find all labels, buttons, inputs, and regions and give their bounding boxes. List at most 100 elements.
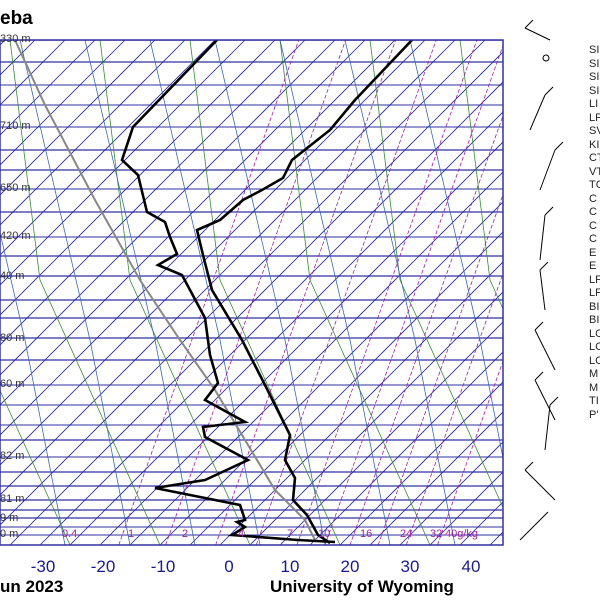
wind-barb-shaft xyxy=(529,94,546,131)
height-label: 420 m xyxy=(0,230,31,242)
index-label: CT xyxy=(589,152,600,164)
wind-barb-flag xyxy=(524,461,534,471)
isotherm-line xyxy=(0,40,366,406)
isotherm-line xyxy=(0,40,486,526)
index-label: M xyxy=(589,368,599,380)
mixing-ratio-line xyxy=(377,193,503,545)
mixing-ratio-line xyxy=(296,40,478,545)
isotherm-line xyxy=(0,40,126,166)
temperature-line xyxy=(195,40,413,545)
mixing-ratio-line xyxy=(405,272,503,545)
isotherm-line xyxy=(0,40,186,226)
index-label: LC xyxy=(589,354,600,367)
wind-barb-flag xyxy=(534,321,544,331)
moist-adiabat-line xyxy=(409,40,503,460)
index-label: C xyxy=(589,219,597,232)
wind-barb-flag xyxy=(549,396,559,406)
dry-adiabat-line xyxy=(279,40,431,545)
index-label: LI xyxy=(589,98,599,110)
mixing-ratio-label: 2 xyxy=(182,528,189,540)
index-label: TC xyxy=(589,179,600,191)
isotherm-line xyxy=(0,40,276,316)
moist-adiabat-line xyxy=(344,40,456,545)
index-label: SV xyxy=(589,125,600,137)
dry-adiabat-line xyxy=(459,40,503,310)
mixing-ratio-label: 4 xyxy=(238,528,245,540)
dry-adiabat-line xyxy=(9,40,161,545)
isotherm-line xyxy=(0,40,96,136)
dry-adiabat-line xyxy=(189,40,341,545)
isotherm-line xyxy=(0,40,456,496)
x-tick-label: -10 xyxy=(150,557,176,576)
isotherm-line xyxy=(279,321,503,545)
mixing-ratio-label: 1 xyxy=(128,528,135,540)
wind-barb-shaft xyxy=(544,404,551,451)
index-label: LF xyxy=(589,287,600,299)
index-label: LC xyxy=(589,327,600,340)
mixing-ratio-line xyxy=(349,114,503,545)
height-label: 80 m xyxy=(0,332,25,344)
wind-barb-shaft xyxy=(534,379,556,421)
index-label: BI xyxy=(589,300,600,313)
index-label: LF xyxy=(589,111,600,124)
index-label: E xyxy=(589,246,597,259)
source-label: University of Wyoming xyxy=(270,577,454,596)
index-label: BI xyxy=(589,314,600,326)
calm-wind-icon xyxy=(542,54,550,62)
height-label: 9 m xyxy=(0,512,19,524)
x-tick-label: -30 xyxy=(30,557,56,576)
wind-barb-flag xyxy=(524,19,534,29)
moist-adiabat-line xyxy=(0,231,66,545)
isotherm-line xyxy=(0,40,36,76)
isotherm-line xyxy=(189,231,503,545)
wind-barb-shaft xyxy=(534,329,556,371)
height-label: 40 m xyxy=(0,270,25,282)
moist-adiabat-line xyxy=(19,40,131,545)
isotherm-line xyxy=(489,531,503,545)
wind-barb-flag xyxy=(534,371,544,381)
isotherm-line xyxy=(99,141,503,545)
x-tick-label: 20 xyxy=(340,557,360,576)
mixing-ratio-label: 24 xyxy=(400,528,413,540)
index-label: TI xyxy=(589,395,599,407)
station-title: eba xyxy=(0,8,33,29)
dry-adiabat-line xyxy=(99,40,251,545)
index-label: SI xyxy=(589,44,600,56)
isotherm-line xyxy=(0,40,156,196)
isotherm-line xyxy=(0,40,396,436)
moist-adiabat-line xyxy=(214,40,326,545)
mixing-ratio-line xyxy=(165,40,347,545)
isotherm-line xyxy=(0,40,426,466)
wind-barb-shaft xyxy=(524,469,556,501)
x-tick-label: 10 xyxy=(280,557,300,576)
mixing-ratio-label: 40g/kg xyxy=(445,528,479,540)
mixing-ratio-line xyxy=(118,40,300,545)
height-label: 82 m xyxy=(0,450,25,462)
wind-barb-flag xyxy=(554,141,564,151)
x-tick-label: 40 xyxy=(461,557,481,576)
isotherm-line xyxy=(399,441,503,545)
wind-barb-flag xyxy=(544,86,554,96)
isotherm-line xyxy=(129,171,503,545)
height-label: 0 m xyxy=(0,528,19,540)
isotherm-line xyxy=(249,291,503,545)
isotherm-line xyxy=(0,40,216,256)
moist-adiabat-line xyxy=(149,40,261,545)
isotherm-line xyxy=(39,81,503,545)
wind-barb-flag xyxy=(539,511,549,521)
moist-adiabat-line xyxy=(279,40,391,545)
index-label: E xyxy=(589,260,597,272)
plot-area xyxy=(0,40,503,545)
wind-barb-shaft xyxy=(519,519,541,541)
height-label: 81 m xyxy=(0,493,25,505)
mixing-ratio-label: 7 xyxy=(287,528,294,540)
isotherm-line xyxy=(69,111,503,545)
isotherm-line xyxy=(369,411,503,545)
index-label: SI xyxy=(589,84,600,97)
isotherm-line xyxy=(0,40,246,286)
mixing-ratio-label: 0.4 xyxy=(62,528,78,540)
isotherm-line xyxy=(459,501,503,545)
height-label: 330 m xyxy=(0,33,31,45)
mixing-ratio-label: 10 xyxy=(318,528,331,540)
